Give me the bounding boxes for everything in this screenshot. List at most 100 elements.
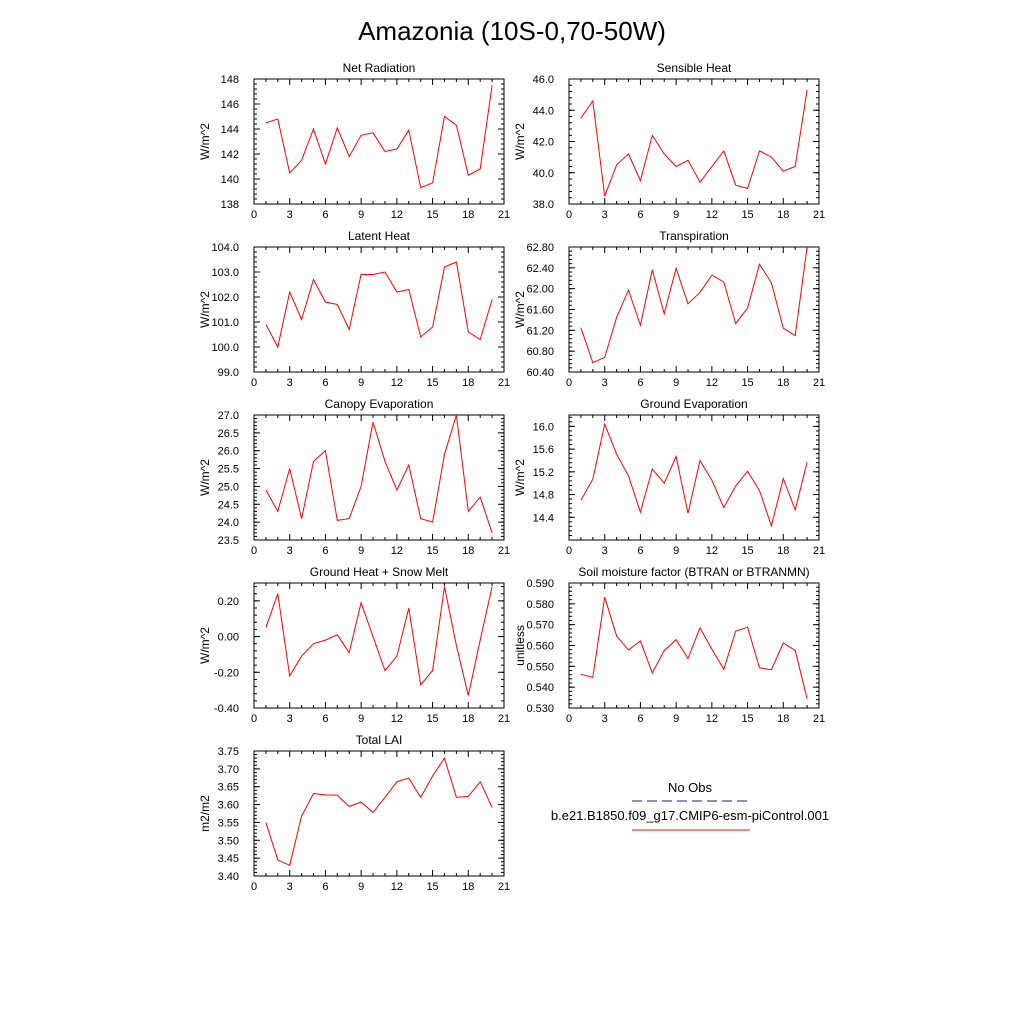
y-tick-label: 3.40 bbox=[218, 871, 239, 883]
y-tick-label: 102.0 bbox=[211, 292, 239, 304]
y-tick-label: 27.0 bbox=[218, 410, 239, 422]
x-tick-label: 6 bbox=[637, 377, 643, 389]
y-tick-label: 40.0 bbox=[533, 168, 554, 180]
panel-title: Latent Heat bbox=[348, 229, 411, 243]
x-tick-label: 3 bbox=[287, 377, 293, 389]
x-tick-label: 3 bbox=[602, 713, 608, 725]
y-axis-label: W/m^2 bbox=[513, 123, 527, 160]
x-tick-label: 9 bbox=[673, 377, 679, 389]
x-tick-label: 15 bbox=[426, 713, 438, 725]
legend-label-model: b.e21.B1850.f09_g17.CMIP6-esm-piControl.… bbox=[551, 808, 829, 823]
y-tick-label: 0.560 bbox=[526, 641, 554, 653]
y-tick-label: 140 bbox=[221, 174, 239, 186]
y-tick-label: 14.8 bbox=[533, 490, 554, 502]
y-tick-label: 0.20 bbox=[218, 596, 239, 608]
panel-7: Ground Heat + Snow Melt W/m^2 0 3 6 9 12 15 18 21… bbox=[198, 565, 510, 725]
y-tick-label: 0.540 bbox=[526, 682, 554, 694]
plot-frame bbox=[253, 78, 505, 205]
y-axis-label: unitless bbox=[513, 625, 527, 666]
x-tick-label: 15 bbox=[426, 209, 438, 221]
x-tick-label: 18 bbox=[462, 713, 474, 725]
x-tick-label: 0 bbox=[251, 881, 257, 893]
panel-title: Soil moisture factor (BTRAN or BTRANMN) bbox=[578, 565, 809, 579]
y-tick-label: 3.60 bbox=[218, 800, 239, 812]
x-tick-label: 6 bbox=[637, 713, 643, 725]
y-tick-label: 138 bbox=[221, 199, 239, 211]
panel-5: Canopy Evaporation W/m^2 0 3 6 9 12 15 18 21 23.5 2… bbox=[198, 397, 510, 557]
x-tick-label: 21 bbox=[498, 209, 510, 221]
y-tick-label: 24.5 bbox=[218, 499, 239, 511]
y-tick-label: 60.40 bbox=[526, 367, 554, 379]
y-tick-label: 44.0 bbox=[533, 105, 554, 117]
y-tick-label: 15.2 bbox=[533, 467, 554, 479]
panel-title: Transpiration bbox=[659, 229, 729, 243]
panel-3: Latent Heat W/m^2 0 3 6 9 12 15 18 21 99.0 100.0 101… bbox=[198, 229, 510, 389]
y-tick-label: 62.40 bbox=[526, 263, 554, 275]
x-tick-label: 6 bbox=[637, 209, 643, 221]
x-tick-label: 6 bbox=[322, 377, 328, 389]
x-tick-label: 0 bbox=[251, 545, 257, 557]
x-tick-label: 3 bbox=[602, 377, 608, 389]
x-tick-label: 0 bbox=[251, 209, 257, 221]
x-tick-label: 9 bbox=[358, 545, 364, 557]
plot-frame bbox=[568, 246, 820, 373]
legend: No Obs b.e21.B1850.f09_g17.CMIP6-esm-piC… bbox=[551, 780, 829, 831]
x-tick-label: 3 bbox=[287, 881, 293, 893]
x-tick-label: 3 bbox=[602, 545, 608, 557]
x-tick-label: 0 bbox=[566, 545, 572, 557]
panel-4: Transpiration W/m^2 0 3 6 9 12 15 18 21 60.40 60.80… bbox=[513, 229, 825, 389]
x-tick-label: 21 bbox=[813, 545, 825, 557]
x-tick-label: 3 bbox=[287, 713, 293, 725]
y-tick-label: 0.590 bbox=[526, 578, 554, 590]
y-tick-label: 3.45 bbox=[218, 853, 239, 865]
y-tick-label: 0.00 bbox=[218, 632, 239, 644]
y-tick-label: 62.00 bbox=[526, 284, 554, 296]
panels: Net Radiation W/m^2 0 3 6 9 12 15 18 21 138 140 142 1… bbox=[198, 61, 825, 893]
panel-title: Net Radiation bbox=[343, 61, 416, 75]
plot-frame bbox=[253, 246, 505, 373]
plot-frame bbox=[568, 78, 820, 205]
x-tick-label: 12 bbox=[391, 881, 403, 893]
y-tick-label: 16.0 bbox=[533, 421, 554, 433]
panel-9: Total LAI m2/m2 0 3 6 9 12 15 18 21 3.40 3.45 3.50 3.… bbox=[198, 733, 510, 893]
y-tick-label: 26.0 bbox=[218, 446, 239, 458]
x-tick-label: 15 bbox=[426, 881, 438, 893]
y-axis-label: W/m^2 bbox=[198, 459, 212, 496]
x-tick-label: 18 bbox=[777, 209, 789, 221]
series-line bbox=[265, 756, 493, 867]
x-tick-label: 12 bbox=[391, 377, 403, 389]
x-tick-label: 0 bbox=[566, 209, 572, 221]
series-line bbox=[265, 85, 493, 189]
panel-title: Total LAI bbox=[356, 733, 403, 747]
y-tick-label: 25.0 bbox=[218, 481, 239, 493]
x-tick-label: 12 bbox=[391, 545, 403, 557]
x-tick-label: 21 bbox=[813, 713, 825, 725]
x-tick-label: 21 bbox=[813, 377, 825, 389]
x-tick-label: 0 bbox=[251, 377, 257, 389]
y-tick-label: 15.6 bbox=[533, 444, 554, 456]
legend-label-obs: No Obs bbox=[668, 780, 713, 795]
x-tick-label: 18 bbox=[462, 209, 474, 221]
figure-title: Amazonia (10S-0,70-50W) bbox=[358, 16, 666, 46]
plot-frame bbox=[568, 414, 820, 541]
x-tick-label: 6 bbox=[322, 713, 328, 725]
x-tick-label: 9 bbox=[673, 713, 679, 725]
series-line bbox=[580, 89, 808, 197]
x-tick-label: 0 bbox=[566, 377, 572, 389]
y-axis-label: W/m^2 bbox=[198, 123, 212, 160]
panel-8: Soil moisture factor (BTRAN or BTRANMN) u… bbox=[513, 565, 825, 725]
series-line bbox=[580, 597, 808, 699]
y-tick-label: 24.0 bbox=[218, 517, 239, 529]
y-tick-label: 3.50 bbox=[218, 835, 239, 847]
x-tick-label: 21 bbox=[498, 713, 510, 725]
x-tick-label: 18 bbox=[777, 713, 789, 725]
x-tick-label: 15 bbox=[741, 713, 753, 725]
plot-frame bbox=[253, 750, 505, 877]
x-tick-label: 12 bbox=[706, 713, 718, 725]
y-tick-label: 26.5 bbox=[218, 428, 239, 440]
panel-6: Ground Evaporation W/m^2 0 3 6 9 12 15 18 21 14.4 1… bbox=[513, 397, 825, 557]
y-tick-label: 99.0 bbox=[218, 367, 239, 379]
x-tick-label: 12 bbox=[706, 377, 718, 389]
panel-title: Canopy Evaporation bbox=[325, 397, 434, 411]
series-line bbox=[580, 246, 808, 364]
